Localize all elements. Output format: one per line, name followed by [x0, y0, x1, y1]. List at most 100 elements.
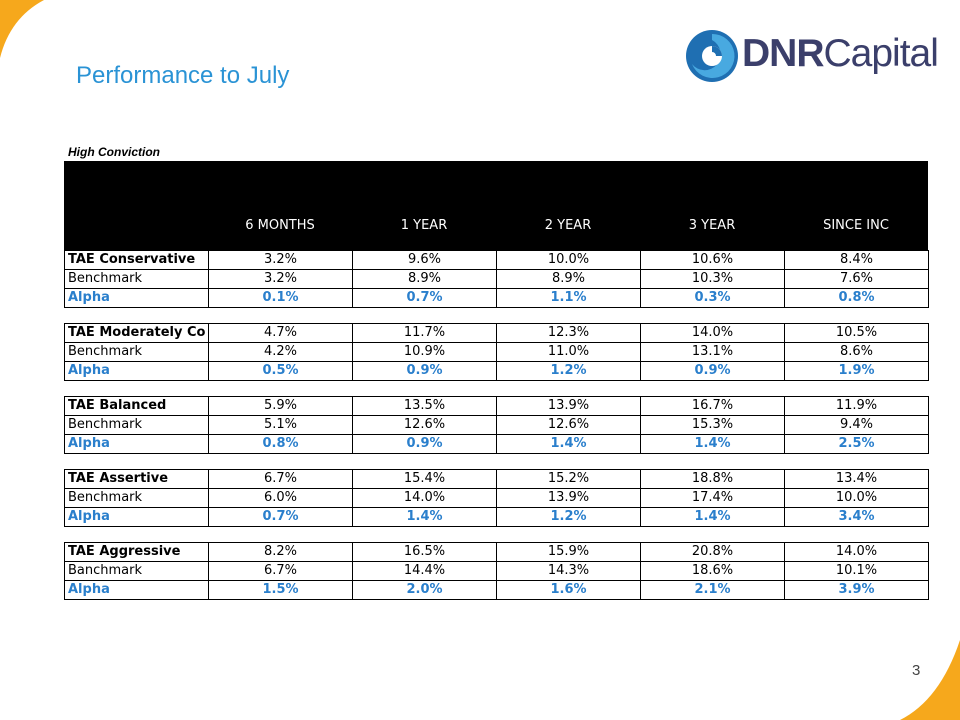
value-cell: 0.9%: [352, 361, 497, 381]
fund-group-table: TAE Assertive 6.7% 15.4% 15.2% 18.8% 13.4% Ben…: [64, 469, 929, 527]
table-row: Alpha 0.1% 0.7% 1.1% 0.3% 0.8%: [64, 288, 929, 308]
value-cell: 0.7%: [208, 507, 353, 527]
value-cell: 11.0%: [496, 342, 641, 362]
table-row: Benchmark 3.2% 8.9% 8.9% 10.3% 7.6%: [64, 269, 929, 289]
value-cell: 9.4%: [784, 415, 929, 435]
value-cell: 14.0%: [352, 488, 497, 508]
section-label: High Conviction: [68, 145, 160, 159]
value-cell: 6.7%: [208, 561, 353, 581]
value-cell: 3.2%: [208, 250, 353, 270]
table-row: TAE Moderately Co 4.7% 11.7% 12.3% 14.0% 10.5…: [64, 323, 929, 343]
table-row: Benchmark 5.1% 12.6% 12.6% 15.3% 9.4%: [64, 415, 929, 435]
value-cell: 1.5%: [208, 580, 353, 600]
page-number: 3: [912, 662, 921, 679]
value-cell: 10.5%: [784, 323, 929, 343]
fund-name-cell: TAE Conservative: [64, 250, 209, 270]
table-row: Alpha 0.8% 0.9% 1.4% 1.4% 2.5%: [64, 434, 929, 454]
value-cell: 0.7%: [352, 288, 497, 308]
value-cell: 12.6%: [496, 415, 641, 435]
value-cell: 0.3%: [640, 288, 785, 308]
fund-group-table: TAE Conservative 3.2% 9.6% 10.0% 10.6% 8.4% Be…: [64, 250, 929, 308]
value-cell: 4.7%: [208, 323, 353, 343]
value-cell: 15.3%: [640, 415, 785, 435]
alpha-label-cell: Alpha: [64, 434, 209, 454]
value-cell: 0.8%: [208, 434, 353, 454]
fund-group-table: TAE Balanced 5.9% 13.5% 13.9% 16.7% 11.9% Benc…: [64, 396, 929, 454]
value-cell: 16.7%: [640, 396, 785, 416]
value-cell: 1.2%: [496, 507, 641, 527]
value-cell: 13.1%: [640, 342, 785, 362]
value-cell: 18.8%: [640, 469, 785, 489]
value-cell: 3.4%: [784, 507, 929, 527]
table-row: Alpha 0.5% 0.9% 1.2% 0.9% 1.9%: [64, 361, 929, 381]
value-cell: 10.3%: [640, 269, 785, 289]
value-cell: 11.7%: [352, 323, 497, 343]
fund-name-cell: TAE Aggressive: [64, 542, 209, 562]
table-row: Benchmark 4.2% 10.9% 11.0% 13.1% 8.6%: [64, 342, 929, 362]
value-cell: 4.2%: [208, 342, 353, 362]
value-cell: 1.4%: [640, 434, 785, 454]
value-cell: 12.3%: [496, 323, 641, 343]
value-cell: 2.5%: [784, 434, 929, 454]
value-cell: 1.4%: [640, 507, 785, 527]
alpha-label-cell: Alpha: [64, 288, 209, 308]
corner-decoration-bottom-right: [900, 640, 960, 720]
benchmark-label-cell: Banchmark: [64, 561, 209, 581]
value-cell: 20.8%: [640, 542, 785, 562]
table-row: Benchmark 6.0% 14.0% 13.9% 17.4% 10.0%: [64, 488, 929, 508]
value-cell: 1.4%: [496, 434, 641, 454]
value-cell: 12.6%: [352, 415, 497, 435]
column-header-3-year: 3 YEAR: [688, 218, 736, 233]
logo-text-bold: DNR: [742, 32, 824, 75]
fund-name-cell: TAE Moderately Co: [64, 323, 209, 343]
value-cell: 10.1%: [784, 561, 929, 581]
value-cell: 15.2%: [496, 469, 641, 489]
fund-group-table: TAE Aggressive 8.2% 16.5% 15.9% 20.8% 14.0% Ba…: [64, 542, 929, 600]
logo-wordmark: DNRCapital: [742, 32, 939, 76]
value-cell: 17.4%: [640, 488, 785, 508]
value-cell: 2.0%: [352, 580, 497, 600]
table-row: TAE Balanced 5.9% 13.5% 13.9% 16.7% 11.9%: [64, 396, 929, 416]
table-row: TAE Assertive 6.7% 15.4% 15.2% 18.8% 13.4%: [64, 469, 929, 489]
table-header: 6 MONTHS 1 YEAR 2 YEAR 3 YEAR SINCE INC: [64, 161, 928, 251]
value-cell: 1.2%: [496, 361, 641, 381]
value-cell: 8.2%: [208, 542, 353, 562]
table-row: TAE Aggressive 8.2% 16.5% 15.9% 20.8% 14.0%: [64, 542, 929, 562]
value-cell: 3.9%: [784, 580, 929, 600]
value-cell: 8.4%: [784, 250, 929, 270]
value-cell: 13.5%: [352, 396, 497, 416]
alpha-label-cell: Alpha: [64, 580, 209, 600]
fund-group-table: TAE Moderately Co 4.7% 11.7% 12.3% 14.0% 10.5…: [64, 323, 929, 381]
value-cell: 18.6%: [640, 561, 785, 581]
value-cell: 10.9%: [352, 342, 497, 362]
value-cell: 14.4%: [352, 561, 497, 581]
table-row: Banchmark 6.7% 14.4% 14.3% 18.6% 10.1%: [64, 561, 929, 581]
value-cell: 13.9%: [496, 488, 641, 508]
benchmark-label-cell: Benchmark: [64, 269, 209, 289]
value-cell: 0.9%: [352, 434, 497, 454]
value-cell: 1.1%: [496, 288, 641, 308]
corner-decoration-top-left: [0, 0, 44, 58]
fund-name-cell: TAE Balanced: [64, 396, 209, 416]
alpha-label-cell: Alpha: [64, 361, 209, 381]
value-cell: 8.6%: [784, 342, 929, 362]
value-cell: 1.6%: [496, 580, 641, 600]
fund-name-cell: TAE Assertive: [64, 469, 209, 489]
value-cell: 8.9%: [496, 269, 641, 289]
value-cell: 6.0%: [208, 488, 353, 508]
value-cell: 1.4%: [352, 507, 497, 527]
value-cell: 2.1%: [640, 580, 785, 600]
column-header-2-year: 2 YEAR: [544, 218, 592, 233]
logo-text-regular: Capital: [823, 32, 939, 75]
value-cell: 11.9%: [784, 396, 929, 416]
page-title: Performance to July: [76, 62, 290, 89]
value-cell: 15.4%: [352, 469, 497, 489]
value-cell: 14.3%: [496, 561, 641, 581]
benchmark-label-cell: Benchmark: [64, 342, 209, 362]
benchmark-label-cell: Benchmark: [64, 488, 209, 508]
column-header-6-months: 6 MONTHS: [245, 218, 315, 233]
value-cell: 9.6%: [352, 250, 497, 270]
value-cell: 15.9%: [496, 542, 641, 562]
value-cell: 5.1%: [208, 415, 353, 435]
value-cell: 8.9%: [352, 269, 497, 289]
